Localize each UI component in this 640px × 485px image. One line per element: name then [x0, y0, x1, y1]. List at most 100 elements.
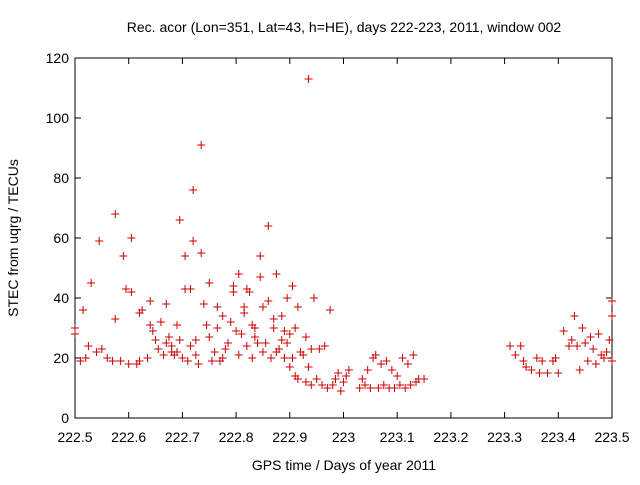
data-point — [334, 369, 343, 377]
data-point — [242, 342, 251, 350]
data-point — [159, 351, 168, 359]
data-point — [248, 354, 257, 362]
data-point — [146, 297, 155, 305]
data-point — [205, 279, 214, 287]
data-point — [81, 354, 90, 362]
data-point — [189, 186, 198, 194]
y-tick-label: 80 — [53, 170, 69, 186]
data-point — [269, 315, 278, 323]
data-point — [567, 336, 576, 344]
data-point — [234, 351, 243, 359]
data-point — [554, 369, 563, 377]
data-point — [173, 321, 182, 329]
data-point — [250, 333, 259, 341]
data-point — [283, 294, 292, 302]
data-point — [511, 351, 520, 359]
data-point — [275, 345, 284, 353]
x-axis-label: GPS time / Days of year 2011 — [252, 457, 436, 473]
data-point — [111, 210, 120, 218]
x-tick-label: 223.4 — [541, 429, 576, 445]
data-point — [261, 339, 270, 347]
data-point — [307, 345, 316, 353]
data-point — [519, 357, 528, 365]
data-point — [207, 357, 216, 365]
data-point — [97, 345, 106, 353]
data-point — [272, 270, 281, 278]
data-point — [538, 357, 547, 365]
data-point — [283, 339, 292, 347]
data-point — [221, 345, 230, 353]
data-point — [119, 252, 128, 260]
x-tick-label: 222.9 — [272, 429, 307, 445]
data-point — [409, 351, 418, 359]
x-tick-label: 222.5 — [57, 429, 92, 445]
data-point — [307, 381, 316, 389]
data-point — [285, 330, 294, 338]
data-point — [175, 216, 184, 224]
data-point — [258, 348, 267, 356]
data-point — [135, 357, 144, 365]
chart-title: Rec. acor (Lon=351, Lat=43, h=HE), days … — [127, 19, 562, 35]
data-point — [197, 249, 206, 257]
data-point — [213, 324, 222, 332]
y-tick-label: 20 — [53, 350, 69, 366]
data-point — [578, 324, 587, 332]
data-point — [148, 327, 157, 335]
data-point — [401, 384, 410, 392]
data-point — [116, 357, 125, 365]
data-point — [124, 360, 133, 368]
data-point — [197, 141, 206, 149]
data-point — [226, 318, 235, 326]
data-point — [360, 381, 369, 389]
data-point — [224, 339, 233, 347]
data-point — [87, 279, 96, 287]
data-point — [258, 303, 267, 311]
data-point — [186, 285, 195, 293]
data-point — [127, 234, 136, 242]
data-point — [304, 363, 313, 371]
data-point — [505, 342, 514, 350]
data-point — [312, 375, 321, 383]
x-tick-label: 223.2 — [433, 429, 468, 445]
data-point — [543, 369, 552, 377]
data-point — [151, 336, 160, 344]
data-point — [173, 348, 182, 356]
data-point — [218, 354, 227, 362]
data-point — [586, 333, 595, 341]
points-layer — [71, 75, 616, 395]
data-point — [331, 375, 340, 383]
data-point — [154, 345, 163, 353]
x-tick-label: 223.5 — [594, 429, 629, 445]
data-point — [344, 366, 353, 374]
data-point — [76, 357, 85, 365]
data-point — [608, 357, 616, 365]
data-point — [229, 282, 238, 290]
data-point — [581, 339, 590, 347]
data-point — [559, 327, 568, 335]
data-point — [608, 312, 616, 320]
y-tick-label: 0 — [61, 410, 69, 426]
x-tick-label: 222.6 — [111, 429, 146, 445]
data-point — [92, 348, 101, 356]
data-point — [599, 354, 608, 362]
data-point — [264, 222, 273, 230]
data-point — [156, 318, 165, 326]
data-point — [589, 345, 598, 353]
x-tick-label: 223 — [332, 429, 356, 445]
data-point — [277, 336, 286, 344]
data-point — [194, 360, 203, 368]
data-point — [551, 354, 560, 362]
data-point — [202, 321, 211, 329]
data-point — [374, 384, 383, 392]
data-point — [277, 312, 286, 320]
data-point — [285, 363, 294, 371]
data-point — [280, 354, 289, 362]
y-axis-label: STEC from uqrg / TECUs — [5, 159, 21, 317]
data-point — [280, 327, 289, 335]
data-point — [565, 342, 574, 350]
axes-layer: 222.5 222.6 222.7 222.8 222.9 223 223.1 223.2 22… — [46, 50, 630, 445]
data-point — [535, 369, 544, 377]
data-point — [358, 375, 367, 383]
